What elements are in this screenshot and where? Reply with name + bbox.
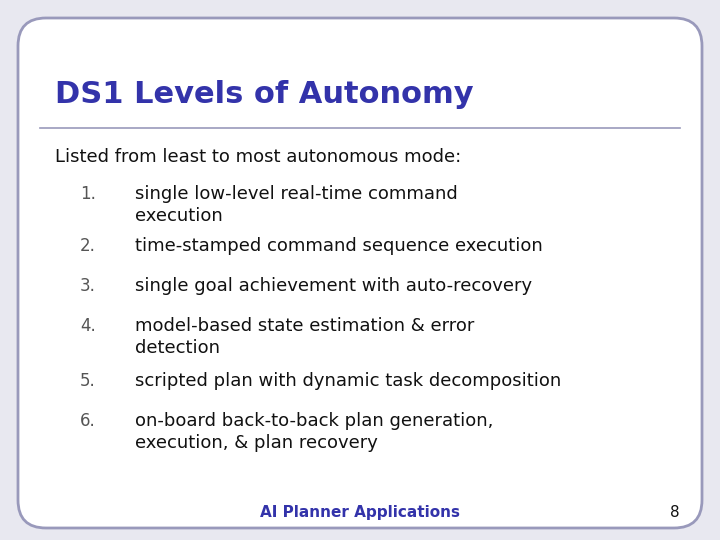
Text: Listed from least to most autonomous mode:: Listed from least to most autonomous mod… [55,148,462,166]
Text: on-board back-to-back plan generation,: on-board back-to-back plan generation, [135,412,493,430]
Text: 5.: 5. [80,372,96,390]
Text: scripted plan with dynamic task decomposition: scripted plan with dynamic task decompos… [135,372,562,390]
FancyBboxPatch shape [18,18,702,528]
Text: detection: detection [135,339,220,357]
Text: 6.: 6. [80,412,96,430]
Text: single goal achievement with auto-recovery: single goal achievement with auto-recove… [135,277,532,295]
Text: execution: execution [135,207,222,225]
Text: 3.: 3. [80,277,96,295]
Text: 8: 8 [670,505,680,520]
Text: model-based state estimation & error: model-based state estimation & error [135,317,474,335]
Text: DS1 Levels of Autonomy: DS1 Levels of Autonomy [55,80,474,109]
Text: 4.: 4. [80,317,96,335]
Text: time-stamped command sequence execution: time-stamped command sequence execution [135,237,543,255]
Text: 1.: 1. [80,185,96,203]
Text: 2.: 2. [80,237,96,255]
Text: single low-level real-time command: single low-level real-time command [135,185,458,203]
Text: execution, & plan recovery: execution, & plan recovery [135,434,378,452]
Text: AI Planner Applications: AI Planner Applications [260,505,460,520]
